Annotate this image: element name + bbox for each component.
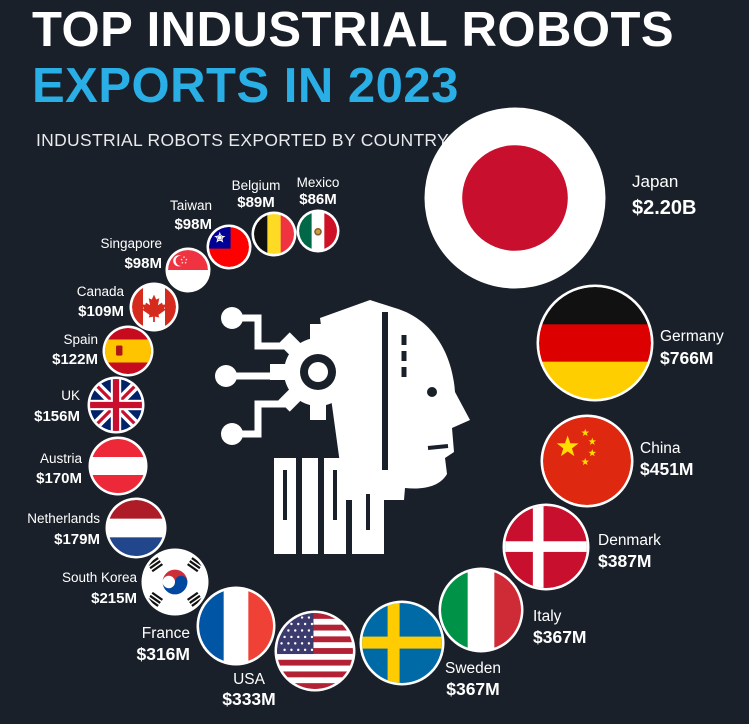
value-label: $109M [78, 303, 124, 320]
value-label: $122M [52, 351, 98, 368]
country-label: France [142, 625, 190, 642]
bubble-denmark: Denmark $387M [502, 503, 661, 591]
value-label: $316M [136, 644, 190, 664]
bubble-mexico: Mexico$86M [296, 175, 340, 253]
taiwan-flag-icon [209, 227, 249, 267]
china-flag-icon [543, 417, 631, 505]
bubble-belgium: Belgium$89M [232, 178, 297, 257]
bubble-germany: Germany $766M [536, 284, 724, 402]
france-flag-icon [199, 589, 274, 663]
bubble-sweden: Sweden $367M [359, 600, 501, 699]
usa-flag-icon [277, 613, 353, 689]
country-label: South Korea [62, 570, 138, 585]
bubble-south-korea: South Korea $215M [62, 548, 209, 616]
belgium-flag-icon [254, 214, 295, 254]
country-label: Singapore [100, 236, 162, 251]
value-label: $156M [34, 408, 80, 425]
value-label: $451M [640, 459, 694, 479]
country-label: USA [233, 671, 266, 688]
value-label: $333M [222, 689, 276, 709]
denmark-flag-icon [505, 506, 587, 588]
country-label: Mexico [297, 175, 340, 190]
value-label: $766M [660, 348, 714, 368]
country-label: Germany [660, 328, 724, 345]
bubble-taiwan: Taiwan $98M [170, 198, 252, 270]
country-label: Austria [40, 451, 83, 466]
chart-title-line2: EXPORTS IN 2023 [32, 59, 459, 113]
mexico-flag-icon [299, 212, 338, 250]
value-label: $387M [598, 551, 652, 571]
bubble-japan: Japan $2.20B [424, 107, 697, 289]
robot-head-gear-icon [215, 300, 470, 554]
value-label: $86M [299, 191, 337, 208]
bubble-canada: Canada $109M [77, 282, 179, 332]
bubble-usa: USA$333M [222, 610, 356, 709]
country-label: Italy [533, 608, 562, 625]
country-label: Denmark [598, 532, 661, 549]
south-korea-flag-icon [144, 551, 206, 613]
bubble-france: France $316M [136, 586, 276, 666]
singapore-flag-icon [168, 250, 208, 291]
japan-flag-icon [427, 110, 603, 286]
country-label: Spain [63, 332, 98, 347]
country-label: Canada [77, 284, 125, 299]
uk-flag-icon [90, 379, 142, 431]
netherlands-flag-icon [108, 500, 164, 557]
bubble-netherlands: Netherlands $179M [27, 497, 167, 559]
value-label: $98M [174, 216, 212, 233]
chart-subtitle: INDUSTRIAL ROBOTS EXPORTED BY COUNTRY [36, 130, 450, 150]
canada-flag-icon [132, 285, 176, 329]
value-label: $367M [446, 679, 500, 699]
value-label: $170M [36, 470, 82, 487]
value-label: $89M [237, 194, 275, 211]
italy-flag-icon [441, 570, 522, 650]
bubble-china: China $451M [540, 414, 694, 508]
value-label: $367M [533, 627, 587, 647]
country-label: Netherlands [27, 511, 100, 526]
sweden-flag-icon [362, 603, 442, 683]
austria-flag-icon [91, 439, 145, 494]
country-label: UK [61, 388, 80, 403]
bubble-uk: UK $156M [34, 376, 145, 434]
country-label: Taiwan [170, 198, 212, 213]
country-label: Japan [632, 172, 678, 191]
country-label: Belgium [232, 178, 281, 193]
value-label: $2.20B [632, 197, 697, 219]
chart-title-line1: TOP INDUSTRIAL ROBOTS [32, 3, 675, 57]
country-label: China [640, 440, 681, 457]
country-label: Sweden [445, 660, 501, 677]
value-label: $98M [124, 255, 162, 272]
bubble-austria: Austria $170M [36, 436, 148, 496]
bubble-singapore: Singapore $98M [100, 236, 211, 293]
value-label: $179M [54, 531, 100, 548]
bubble-spain: Spain $122M [52, 325, 154, 377]
value-label: $215M [91, 590, 137, 607]
spain-flag-icon [105, 328, 151, 374]
germany-flag-icon [539, 287, 651, 400]
